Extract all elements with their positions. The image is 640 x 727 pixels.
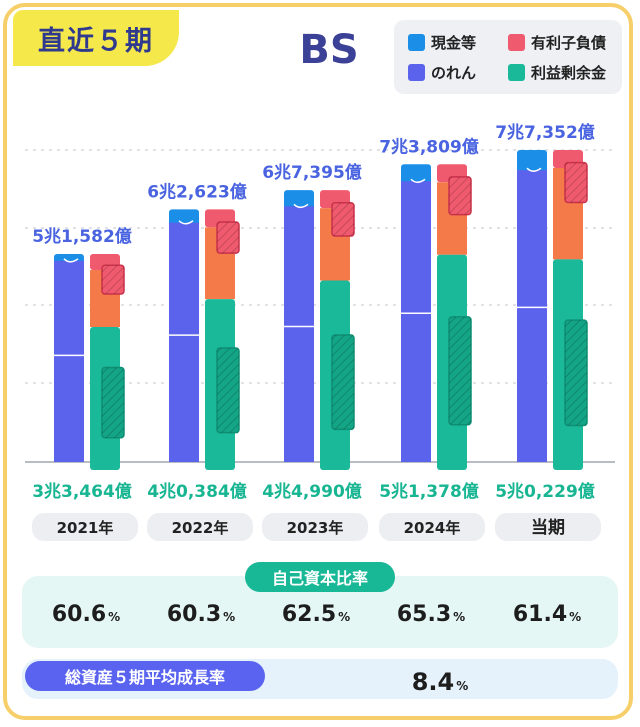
legend: 現金等 有利子負債 のれん 利益剰余金 [394, 20, 622, 94]
category-label: 当期 [531, 517, 565, 538]
growth-value-number: 8.4 [411, 668, 455, 696]
retained-earnings-hatch [102, 367, 124, 438]
goodwill-bar-segment [54, 260, 84, 462]
legend-label-retained: 利益剰余金 [531, 64, 607, 82]
goodwill-bar-segment [401, 181, 431, 463]
legend-item-retained: 利益剰余金 [508, 62, 606, 83]
legend-swatch-retained [508, 64, 525, 81]
equity-label: 4兆0,384億 [147, 481, 247, 502]
period-tag: 直近５期 [13, 10, 179, 66]
debt-bar-hatch [565, 162, 587, 203]
legend-label-cash: 現金等 [431, 34, 477, 52]
equity-ratio-unit: % [223, 610, 236, 624]
legend-item-debt: 有利子負債 [508, 32, 606, 53]
debt-bar-hatch [217, 222, 239, 254]
legend-swatch-debt [508, 34, 525, 51]
category-pill [379, 513, 485, 541]
total-assets-label: 7兆7,352億 [495, 122, 595, 143]
debt-bar-hatch [332, 202, 354, 237]
retained-earnings-hatch [449, 316, 471, 425]
total-assets-label: 5兆1,582億 [32, 226, 132, 247]
equity-label: 5兆0,229億 [495, 481, 595, 502]
equity-label: 3兆3,464億 [32, 481, 132, 502]
equity-ratio-value: 61.4 [512, 602, 568, 627]
equity-ratio-value: 60.6 [51, 602, 107, 627]
cash-bar-segment [401, 164, 431, 185]
legend-item-goodwill: のれん [408, 62, 476, 83]
equity-ratio-2021: 60.6% [36, 602, 136, 627]
growth-title: 総資産５期平均成長率 [25, 661, 265, 691]
retained-earnings-hatch [565, 320, 587, 426]
category-label: 2023年 [287, 519, 344, 537]
growth-value-unit: % [456, 679, 469, 693]
equity-ratio-unit: % [569, 610, 582, 624]
equity-ratio-2022: 60.3% [151, 602, 251, 627]
equity-ratio-2023: 62.5% [266, 602, 366, 627]
equity-ratio-current: 61.4% [497, 602, 597, 627]
equity-ratio-title: 自己資本比率 [245, 562, 395, 592]
equity-ratio-unit: % [453, 610, 466, 624]
equity-label: 5兆1,378億 [379, 481, 479, 502]
equity-ratio-value: 60.3 [166, 602, 222, 627]
chart-title: BS [299, 27, 359, 73]
category-pill [495, 513, 601, 541]
total-assets-label: 6兆7,395億 [262, 162, 362, 183]
category-pill [147, 513, 253, 541]
category-pill [32, 513, 138, 541]
category-label: 2022年 [172, 519, 229, 537]
cash-bar-segment [517, 150, 547, 174]
goodwill-bar-segment [169, 222, 199, 462]
goodwill-bar-segment [517, 170, 547, 462]
total-assets-label: 7兆3,809億 [379, 136, 479, 157]
equity-ratio-value: 62.5 [281, 602, 337, 627]
debt-bar-hatch [449, 176, 471, 215]
goodwill-bar-segment [284, 206, 314, 462]
cash-marker [526, 167, 542, 172]
legend-item-cash: 現金等 [408, 32, 476, 53]
legend-swatch-cash [408, 34, 425, 51]
debt-bar-hatch [102, 265, 124, 295]
retained-earnings-hatch [217, 347, 239, 433]
legend-label-debt: 有利子負債 [531, 34, 607, 52]
legend-swatch-goodwill [408, 64, 425, 81]
retained-earnings-hatch [332, 334, 354, 430]
cash-marker [410, 178, 426, 183]
cash-marker [178, 220, 194, 225]
bs-chart: 5兆1,582億 3兆3,464億 2021年 6兆2,623億 4兆0,384億 202… [25, 122, 615, 541]
equity-ratio-unit: % [108, 610, 121, 624]
equity-ratio-2024: 65.3% [381, 602, 481, 627]
category-pill [262, 513, 368, 541]
equity-ratio-value: 65.3 [396, 602, 452, 627]
growth-value: 8.4% [380, 668, 500, 696]
cash-marker [293, 203, 309, 209]
category-label: 2021年 [57, 519, 114, 537]
total-assets-label: 6兆2,623億 [147, 181, 247, 202]
equity-label: 4兆4,990億 [262, 481, 362, 502]
legend-label-goodwill: のれん [431, 64, 477, 82]
category-label: 2024年 [404, 519, 461, 537]
cash-marker [63, 258, 79, 263]
equity-ratio-unit: % [338, 610, 351, 624]
